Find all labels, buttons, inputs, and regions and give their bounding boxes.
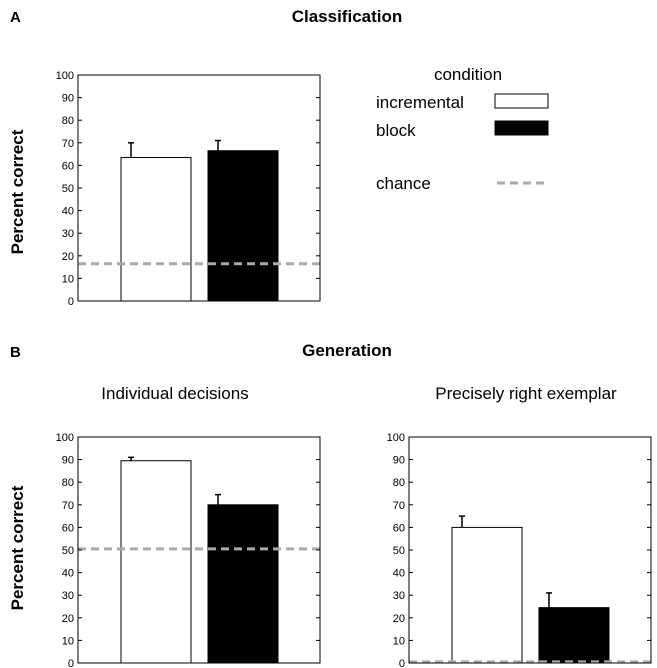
ytick-label: 70 [62, 500, 74, 512]
panel-a-letter: A [10, 9, 21, 26]
ytick-label: 0 [68, 658, 74, 668]
bar-incremental [120, 156, 192, 302]
ytick-label: 70 [393, 500, 405, 512]
ytick-label: 50 [393, 545, 405, 557]
precisely-right-exemplar-chart: 0 10 20 30 40 50 60 70 80 90 100 [387, 432, 652, 668]
chart-3-title: Precisely right exemplar [435, 384, 617, 403]
ytick-label: 60 [62, 522, 74, 534]
ytick-label: 10 [393, 635, 405, 647]
ytick-label: 90 [393, 455, 405, 467]
ytick-label: 40 [393, 568, 405, 580]
bar-block [538, 607, 610, 664]
bar-incremental [451, 526, 523, 664]
ytick-label: 30 [62, 228, 74, 240]
ytick-label: 80 [393, 477, 405, 489]
panel-a-ylabel: Percent correct [8, 129, 27, 254]
classification-chart: 0 10 20 30 40 50 60 70 80 90 100 [56, 70, 321, 308]
ytick-label: 50 [62, 545, 74, 557]
ytick-label: 10 [62, 273, 74, 285]
axes-frame [77, 74, 321, 302]
ytick-label: 30 [393, 590, 405, 602]
ytick-label: 0 [68, 296, 74, 308]
ytick-label: 90 [62, 455, 74, 467]
ytick-label: 50 [62, 183, 74, 195]
panel-b-title: Generation [302, 341, 392, 360]
legend-swatch-block [494, 120, 549, 136]
panel-a-title: Classification [292, 7, 403, 26]
ytick-label: 20 [62, 251, 74, 263]
ytick-label: 80 [62, 115, 74, 127]
ytick-label: 30 [62, 590, 74, 602]
axes-frame [408, 436, 652, 664]
individual-decisions-chart: 0 10 20 30 40 50 60 70 80 90 100 [56, 432, 321, 668]
bar-incremental [120, 460, 192, 664]
ytick-label: 60 [393, 522, 405, 534]
ytick-label: 10 [62, 635, 74, 647]
legend-title: condition [434, 65, 502, 84]
chart-2-title: Individual decisions [101, 384, 248, 403]
ytick-label: 100 [56, 432, 74, 444]
ytick-label: 60 [62, 160, 74, 172]
legend-label-block: block [376, 121, 416, 140]
panel-b-letter: B [10, 344, 21, 361]
ytick-label: 100 [387, 432, 405, 444]
ytick-label: 40 [62, 568, 74, 580]
ytick-label: 90 [62, 93, 74, 105]
legend-label-incremental: incremental [376, 93, 464, 112]
ytick-label: 20 [393, 613, 405, 625]
bar-block [207, 504, 279, 664]
legend-label-chance: chance [376, 174, 431, 193]
ytick-label: 80 [62, 477, 74, 489]
legend: condition incremental block chance [376, 65, 549, 193]
ytick-label: 70 [62, 138, 74, 150]
ytick-label: 40 [62, 206, 74, 218]
ytick-label: 20 [62, 613, 74, 625]
ytick-label: 100 [56, 70, 74, 82]
bar-block [207, 150, 279, 302]
panel-b-ylabel: Percent correct [8, 485, 27, 610]
legend-swatch-incremental [494, 93, 549, 109]
ytick-label: 0 [399, 658, 405, 668]
